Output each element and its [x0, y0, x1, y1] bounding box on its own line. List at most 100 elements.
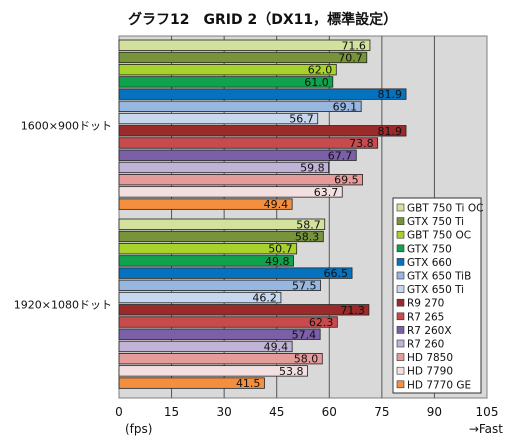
- x-tick-label: 105: [476, 405, 499, 419]
- legend-label: R7 265: [407, 311, 444, 323]
- bar-value-label: 53.8: [279, 365, 304, 378]
- bar-value-label: 58.3: [295, 231, 320, 244]
- chart-title: グラフ12 GRID 2（DX11，標準設定）: [128, 11, 397, 28]
- x-axis-label: (fps): [125, 422, 152, 436]
- group-label: 1600×900ドット: [21, 120, 112, 133]
- bar-value-label: 70.7: [338, 52, 363, 65]
- legend-swatch: [396, 312, 405, 321]
- bar: [118, 64, 337, 76]
- value-labels: 71.670.7 62.061.0 81.9 69.1 56.7 81.9 73.867.7…: [236, 39, 402, 390]
- bar: [118, 353, 323, 365]
- legend-swatch: [396, 258, 405, 266]
- bar: [118, 174, 363, 186]
- bar: [118, 125, 407, 137]
- legend-swatch: [396, 326, 405, 334]
- legend-swatch: [396, 353, 405, 361]
- bar-value-label: 62.0: [308, 64, 333, 77]
- bar-value-label: 69.1: [333, 100, 358, 113]
- bar: [118, 243, 298, 255]
- bar: [118, 39, 371, 51]
- bars: [118, 39, 407, 389]
- category-labels: 1600×900ドット 1920×1080ドット: [14, 120, 112, 312]
- bar-value-label: 41.5: [236, 377, 261, 390]
- bar-value-label: 57.4: [292, 328, 317, 341]
- legend-label: GTX 750: [407, 243, 452, 255]
- legend-label: HD 7770 GE: [407, 379, 471, 391]
- bar-value-label: 56.7: [289, 113, 314, 126]
- bar: [118, 76, 334, 88]
- bar-value-label: 69.5: [334, 174, 359, 187]
- bar: [118, 255, 294, 267]
- bar-value-label: 46.2: [252, 292, 277, 305]
- x-tick-label: 30: [217, 405, 232, 419]
- x-tick-label: 60: [322, 405, 337, 419]
- x-tick-label: 45: [269, 405, 284, 419]
- legend-label: R7 260: [407, 339, 444, 351]
- bar: [118, 316, 338, 328]
- legend-swatch: [396, 298, 405, 307]
- bar: [118, 279, 321, 292]
- legend-label: GTX 650 TiB: [407, 271, 471, 283]
- bar: [118, 340, 293, 353]
- x-tick-label: 15: [164, 405, 179, 419]
- legend-swatch: [396, 217, 405, 225]
- x-tick-label: 0: [115, 405, 123, 419]
- bar-value-label: 71.3: [340, 304, 365, 317]
- bar-value-label: 73.8: [349, 137, 374, 150]
- bar: [118, 218, 326, 230]
- bar: [118, 328, 321, 340]
- bar: [118, 100, 362, 112]
- bar-value-label: 58.7: [296, 218, 321, 231]
- legend-swatch: [396, 366, 405, 375]
- legend-swatch: [396, 203, 405, 212]
- legend-label: GTX 660: [407, 257, 452, 269]
- bar-value-label: 61.0: [304, 76, 329, 89]
- legend-swatch: [396, 380, 405, 389]
- legend-label: R7 260X: [407, 325, 452, 337]
- bar-value-label: 49.8: [265, 255, 290, 268]
- bar: [118, 267, 353, 279]
- bar: [118, 230, 324, 243]
- bar-value-label: 58.0: [294, 353, 319, 366]
- legend-swatch: [396, 339, 405, 348]
- bar: [118, 365, 308, 377]
- bar: [118, 137, 379, 149]
- bar-value-label: 50.7: [268, 243, 293, 256]
- bar: [118, 198, 293, 210]
- legend-label: GTX 650 Ti: [407, 284, 464, 296]
- bar: [118, 291, 282, 304]
- bar-value-label: 62.3: [309, 316, 334, 329]
- x-axis-ticks: 0 15 30 45 60 75 90 105: [115, 405, 498, 419]
- bar-value-label: 59.8: [300, 162, 325, 175]
- bar-value-label: 81.9: [378, 125, 403, 138]
- legend-box: [392, 197, 482, 394]
- bar-value-label: 63.7: [314, 186, 339, 199]
- bar: [118, 51, 368, 64]
- bar-value-label: 67.7: [328, 149, 353, 162]
- bar-value-label: 66.5: [324, 267, 349, 280]
- bar: [118, 88, 407, 100]
- bar: [118, 161, 329, 174]
- bar: [118, 112, 319, 125]
- legend-label: GBT 750 OC: [407, 230, 471, 242]
- legend-label: GTX 750 Ti: [407, 216, 464, 228]
- bar-value-label: 81.9: [378, 88, 403, 101]
- x-tick-label: 90: [427, 405, 442, 419]
- legend-swatch: [396, 230, 405, 239]
- legend-swatch: [396, 285, 405, 293]
- bar-value-label: 49.4: [264, 341, 289, 354]
- legend-label: R9 270: [407, 298, 444, 310]
- legend-label: GBT 750 Ti OC: [407, 203, 483, 215]
- legend-swatch: [396, 271, 405, 280]
- x-axis-direction-label: →Fast: [469, 422, 503, 436]
- bar: [118, 304, 370, 316]
- x-tick-label: 75: [374, 405, 389, 419]
- bar-value-label: 49.4: [264, 198, 289, 211]
- group-label: 1920×1080ドット: [14, 299, 112, 312]
- legend-label: HD 7850: [407, 352, 453, 364]
- bar-value-label: 57.5: [292, 279, 317, 292]
- legend-label: HD 7790: [407, 366, 453, 378]
- legend-swatch: [396, 244, 405, 253]
